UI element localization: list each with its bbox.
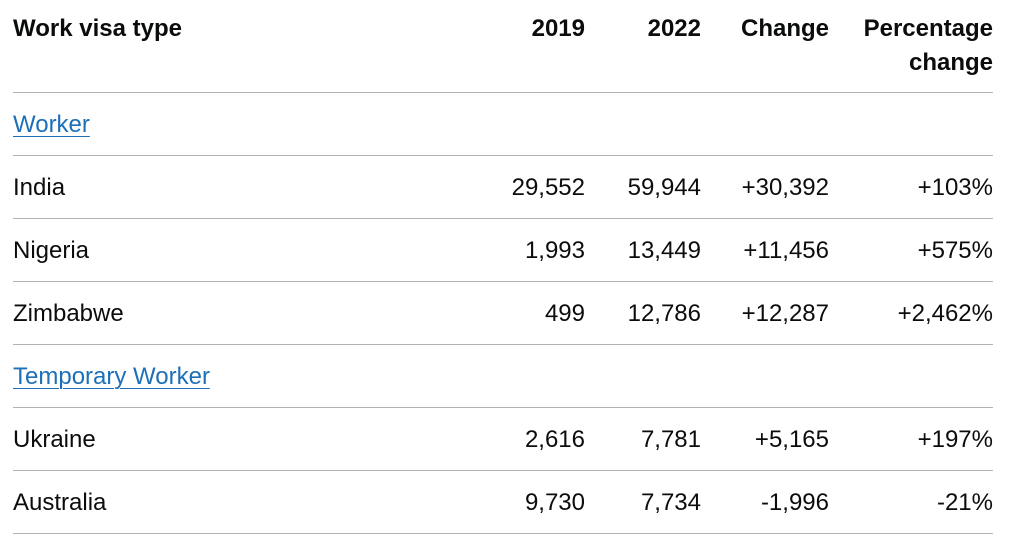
value-2022-cell: 7,734 — [585, 470, 701, 534]
percentage-change-cell: +575% — [829, 218, 993, 282]
header-2022: 2022 — [585, 0, 701, 93]
header-change: Change — [701, 0, 829, 93]
table-row: India 29,552 59,944 +30,392 +103% — [13, 155, 993, 219]
percentage-change-cell: +197% — [829, 407, 993, 471]
value-2022-cell: 13,449 — [585, 218, 701, 282]
value-2022-cell: 7,781 — [585, 407, 701, 471]
country-cell: India — [13, 155, 483, 219]
value-2019-cell: 2,616 — [483, 407, 585, 471]
header-row: Work visa type 2019 2022 Change Percenta… — [13, 0, 993, 93]
header-2019: 2019 — [483, 0, 585, 93]
group-row-temporary-worker: Temporary Worker — [13, 344, 993, 408]
percentage-change-cell: -21% — [829, 470, 993, 534]
group-link-worker[interactable]: Worker — [13, 110, 90, 138]
group-link-temporary-worker[interactable]: Temporary Worker — [13, 362, 210, 390]
country-cell: Nigeria — [13, 218, 483, 282]
table-row: Australia 9,730 7,734 -1,996 -21% — [13, 470, 993, 534]
value-2019-cell: 29,552 — [483, 155, 585, 219]
table-row: Ukraine 2,616 7,781 +5,165 +197% — [13, 407, 993, 471]
percentage-change-cell: +103% — [829, 155, 993, 219]
change-cell: +30,392 — [701, 155, 829, 219]
header-percentage-change: Percentage change — [829, 0, 993, 93]
country-cell: Ukraine — [13, 407, 483, 471]
change-cell: +5,165 — [701, 407, 829, 471]
value-2019-cell: 499 — [483, 281, 585, 345]
country-cell: Australia — [13, 470, 483, 534]
group-row-worker: Worker — [13, 92, 993, 156]
header-visa-type: Work visa type — [13, 0, 483, 93]
table-row: Zimbabwe 499 12,786 +12,287 +2,462% — [13, 281, 993, 345]
change-cell: -1,996 — [701, 470, 829, 534]
value-2022-cell: 59,944 — [585, 155, 701, 219]
change-cell: +12,287 — [701, 281, 829, 345]
value-2019-cell: 1,993 — [483, 218, 585, 282]
country-cell: Zimbabwe — [13, 281, 483, 345]
percentage-change-cell: +2,462% — [829, 281, 993, 345]
table-row: Nigeria 1,993 13,449 +11,456 +575% — [13, 218, 993, 282]
value-2019-cell: 9,730 — [483, 470, 585, 534]
change-cell: +11,456 — [701, 218, 829, 282]
work-visa-table: Work visa type 2019 2022 Change Percenta… — [13, 0, 993, 534]
value-2022-cell: 12,786 — [585, 281, 701, 345]
